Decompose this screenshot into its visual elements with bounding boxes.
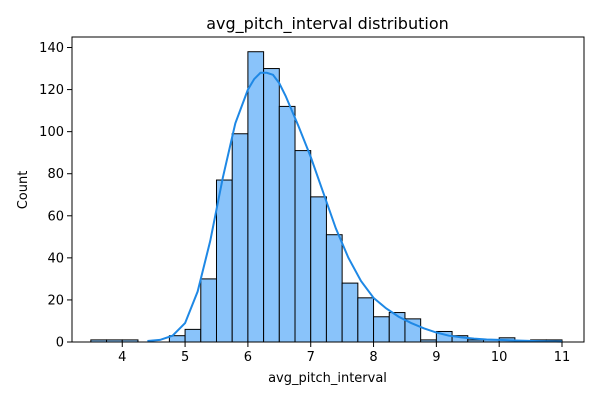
y-tick-label: 100 (39, 125, 64, 140)
histogram-bar (231, 133, 249, 343)
histogram-bar (215, 179, 233, 343)
histogram-bar (294, 150, 312, 343)
histogram-bar (373, 316, 390, 343)
histogram-bar (388, 312, 406, 343)
histogram-bar (325, 234, 343, 343)
y-tick-label: 120 (39, 83, 64, 98)
x-axis-label: avg_pitch_interval (268, 371, 387, 386)
x-tick-label: 5 (181, 350, 189, 365)
x-tick-label: 6 (244, 350, 252, 365)
y-tick-label: 60 (47, 209, 64, 224)
kde-line (147, 71, 563, 343)
y-tick-label: 140 (39, 41, 64, 56)
histogram-bar (247, 51, 265, 343)
x-tick-label: 8 (369, 350, 377, 365)
histogram-bar (310, 196, 327, 343)
histogram-bar (357, 297, 375, 343)
histogram-bar (404, 318, 422, 343)
x-tick-label: 11 (554, 350, 571, 365)
x-tick-label: 10 (491, 350, 508, 365)
histogram-bar (263, 68, 280, 343)
y-axis-ticks: 0 20 40 60 80 100 120 140 (39, 41, 72, 351)
y-axis-label: Count (16, 171, 31, 210)
x-tick-label: 4 (118, 350, 126, 365)
histogram-bar (184, 328, 202, 343)
chart-title: avg_pitch_interval distribution (206, 14, 449, 34)
plot-area-frame (71, 36, 585, 343)
y-tick-label: 40 (47, 251, 64, 266)
y-tick-label: 20 (47, 293, 64, 308)
histogram-bar (278, 105, 296, 343)
bars-group (90, 51, 563, 343)
x-tick-label: 9 (432, 350, 440, 365)
histogram-bar (341, 282, 359, 343)
x-axis-ticks: 4 5 6 7 8 9 10 11 (118, 342, 570, 365)
histogram-bar (200, 278, 217, 343)
x-tick-label: 7 (307, 350, 315, 365)
y-tick-label: 80 (47, 167, 64, 182)
y-tick-label: 0 (56, 336, 64, 351)
